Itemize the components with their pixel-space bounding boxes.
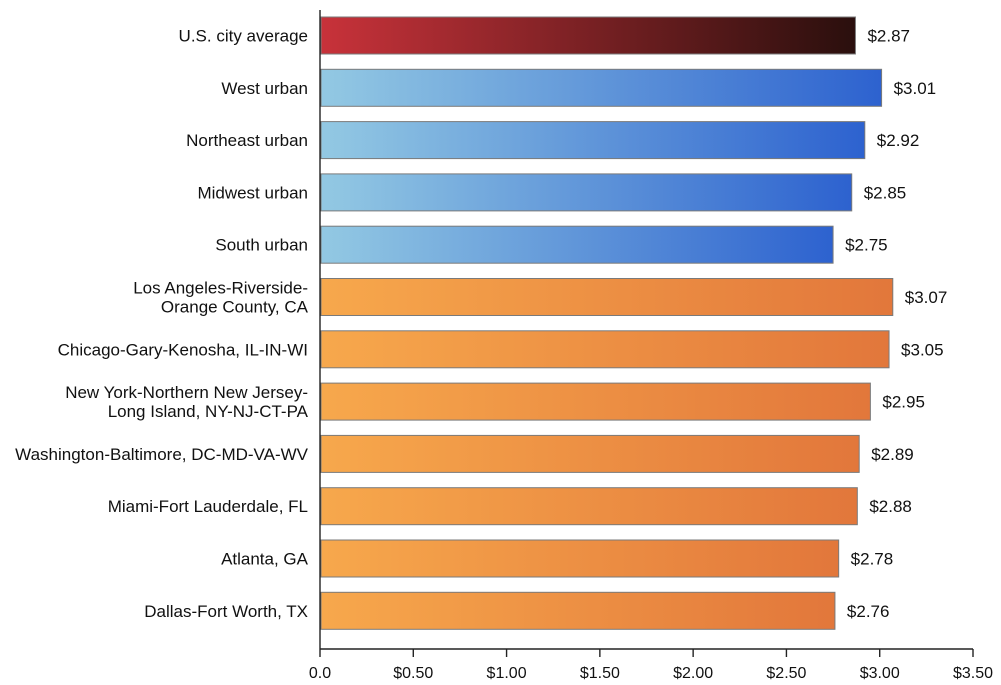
- category-label-south-urban: South urban: [215, 236, 308, 255]
- category-label-miami-fort-lauderdale-fl: Miami-Fort Lauderdale, FL: [108, 497, 308, 516]
- x-tick-label: $3.00: [860, 665, 900, 682]
- value-label-u-s-city-average: $2.87: [867, 27, 910, 46]
- x-tick-label: $0.50: [393, 665, 433, 682]
- bar-northeast-urban: [320, 121, 866, 160]
- x-tick-label: $1.50: [580, 665, 620, 682]
- bar-atlanta-ga: [320, 539, 840, 578]
- bar-south-urban: [320, 225, 834, 264]
- value-label-south-urban: $2.75: [845, 236, 888, 255]
- bar-new-york-northern-new-jersey-long-island-ny-nj-ct-pa: [320, 382, 871, 421]
- bar-midwest-urban: [320, 173, 853, 212]
- category-label-chicago-gary-kenosha-il-in-wi: Chicago-Gary-Kenosha, IL-IN-WI: [58, 340, 308, 359]
- value-label-los-angeles-riverside-orange-county-ca: $3.07: [905, 288, 948, 307]
- value-label-new-york-northern-new-jersey-long-island-ny-nj-ct-pa: $2.95: [882, 393, 925, 412]
- category-label-dallas-fort-worth-tx: Dallas-Fort Worth, TX: [144, 602, 308, 621]
- category-label-west-urban: West urban: [221, 79, 308, 98]
- category-label-u-s-city-average: U.S. city average: [179, 27, 308, 46]
- bar-u-s-city-average: [320, 16, 856, 55]
- bar-washington-baltimore-dc-md-va-wv: [320, 434, 860, 473]
- category-label-midwest-urban: Midwest urban: [197, 183, 308, 202]
- category-label-atlanta-ga: Atlanta, GA: [221, 550, 309, 569]
- value-label-miami-fort-lauderdale-fl: $2.88: [869, 497, 912, 516]
- category-labels-group: U.S. city average West urban Northeast urb…: [15, 27, 308, 621]
- x-tick-label: 0.0: [309, 665, 331, 682]
- value-label-chicago-gary-kenosha-il-in-wi: $3.05: [901, 340, 944, 359]
- value-label-atlanta-ga: $2.78: [851, 550, 894, 569]
- bar-dallas-fort-worth-tx: [320, 591, 836, 630]
- bar-chicago-gary-kenosha-il-in-wi: [320, 330, 890, 369]
- x-tick-label: $1.00: [487, 665, 527, 682]
- value-labels-group: $2.87 $3.01 $2.92 $2.85 $2.75 $3.07 $3.05 $2.95…: [845, 27, 947, 621]
- value-label-dallas-fort-worth-tx: $2.76: [847, 602, 890, 621]
- x-tick-label: $2.00: [673, 665, 713, 682]
- category-label-northeast-urban: Northeast urban: [186, 131, 308, 150]
- x-tick-label: $3.50: [953, 665, 993, 682]
- bar-west-urban: [320, 68, 883, 107]
- bar-los-angeles-riverside-orange-county-ca: [320, 278, 894, 316]
- bars-group: [320, 16, 894, 630]
- value-label-midwest-urban: $2.85: [864, 183, 907, 202]
- value-label-washington-baltimore-dc-md-va-wv: $2.89: [871, 445, 914, 464]
- value-label-west-urban: $3.01: [894, 79, 937, 98]
- bar-miami-fort-lauderdale-fl: [320, 487, 858, 526]
- category-label-los-angeles-riverside-orange-county-ca: Los Angeles-Riverside-Orange County, CA: [133, 279, 308, 317]
- axes-group: 0.0 $0.50 $1.00 $1.50 $2.00 $2.50 $3.00 $3.50: [309, 10, 993, 682]
- category-label-new-york-northern-new-jersey-long-island-ny-nj-ct-pa: New York-Northern New Jersey-Long Island…: [65, 383, 308, 421]
- value-label-northeast-urban: $2.92: [877, 131, 920, 150]
- x-tick-label: $2.50: [766, 665, 806, 682]
- category-label-washington-baltimore-dc-md-va-wv: Washington-Baltimore, DC-MD-VA-WV: [15, 445, 308, 464]
